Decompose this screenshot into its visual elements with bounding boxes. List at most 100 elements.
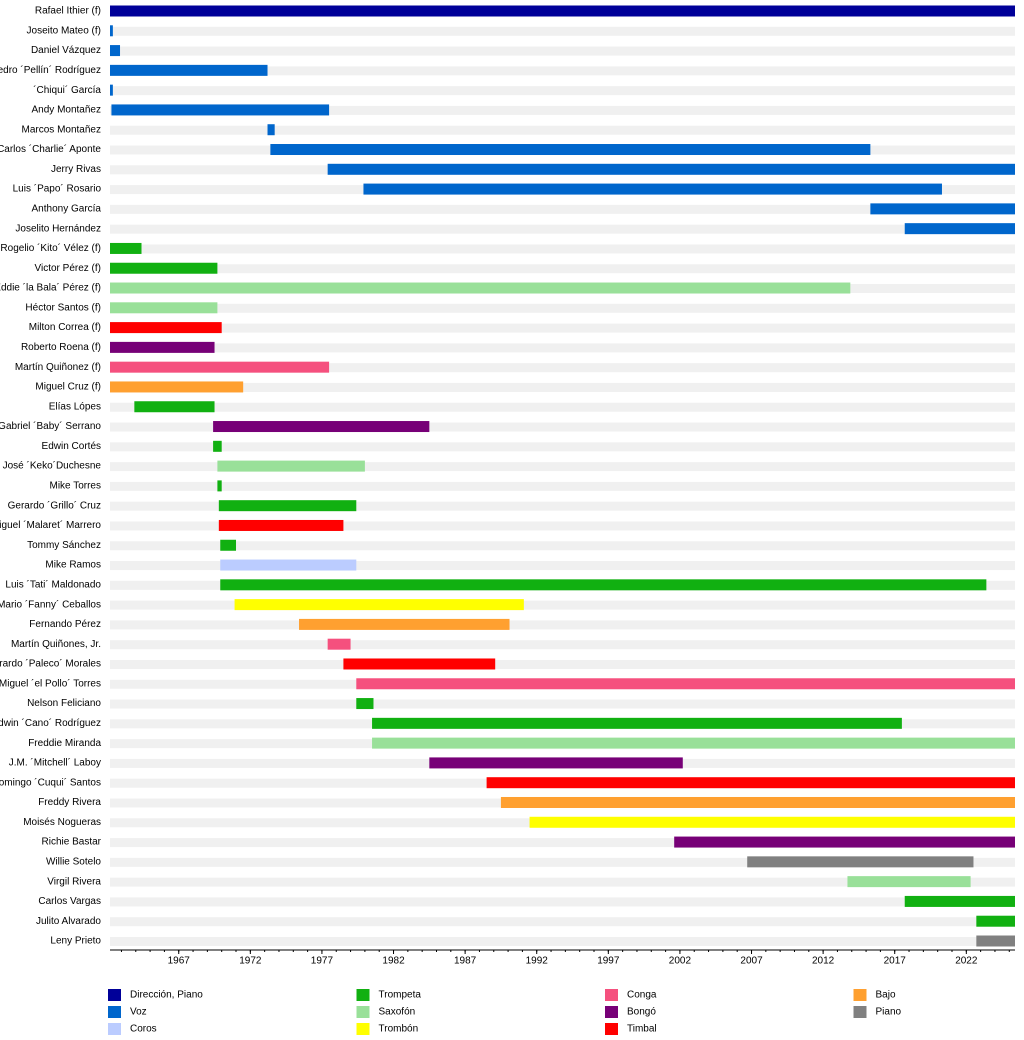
bar: [110, 341, 215, 353]
legend-label: Coros: [130, 1024, 157, 1035]
x-tick-label: 2022: [955, 956, 978, 967]
bar: [327, 163, 1016, 175]
bar: [218, 500, 357, 512]
bar: [270, 144, 871, 156]
legend-swatch: [605, 1023, 618, 1035]
bar: [870, 203, 1015, 215]
bar: [110, 262, 218, 274]
row-stripe: [110, 303, 1015, 313]
member-label: Elías Lópes: [49, 401, 101, 412]
row-stripe: [110, 125, 1015, 135]
bar: [356, 678, 1015, 690]
row-stripe: [110, 264, 1015, 274]
x-tick-label: 1967: [168, 956, 191, 967]
bar: [110, 84, 113, 96]
member-label: Gerardo ´Grillo´ Cruz: [8, 499, 101, 511]
bar: [674, 836, 1015, 848]
member-label: Héctor Santos (f): [25, 302, 101, 313]
member-label: J.M. ´Mitchell´ Laboy: [9, 757, 101, 769]
x-tick-label: 1992: [526, 956, 549, 967]
member-label: Martín Quiñonez (f): [15, 362, 101, 373]
member-label: Rogelio ´Kito´ Vélez (f): [0, 242, 101, 254]
legend-label: Voz: [130, 1007, 147, 1018]
row-stripe: [110, 699, 1015, 709]
member-label: Joseito Mateo (f): [27, 25, 101, 36]
bar: [110, 242, 142, 254]
member-label: Joselito Hernández: [15, 223, 101, 234]
legend-swatch: [108, 1006, 121, 1018]
member-label: Tommy Sánchez: [27, 540, 101, 551]
row-stripe: [110, 363, 1015, 373]
member-label: Fernando Pérez: [29, 619, 101, 630]
member-label: Rafael Ithier (f): [35, 6, 101, 17]
bar: [904, 895, 1015, 907]
legend-label: Bongó: [627, 1007, 656, 1018]
member-label: Willie Sotelo: [46, 856, 101, 867]
bar: [500, 796, 1015, 808]
row-stripe: [110, 105, 1015, 115]
row-stripe: [110, 640, 1015, 650]
row-stripe: [110, 224, 1015, 234]
legend-label: Timbal: [627, 1024, 657, 1035]
row-stripe: [110, 343, 1015, 353]
bar: [372, 717, 902, 729]
bar: [356, 698, 374, 710]
member-label: Miguel ´Malaret´ Marrero: [0, 519, 101, 531]
member-label: Freddie Miranda: [28, 738, 101, 749]
row-stripe: [110, 462, 1015, 472]
bar: [110, 282, 851, 294]
x-tick-label: 2012: [812, 956, 835, 967]
legend-swatch: [356, 989, 370, 1001]
bar: [110, 45, 121, 57]
bar: [299, 618, 510, 630]
member-label: ´Chiqui´ García: [33, 84, 101, 96]
row-stripe: [110, 26, 1015, 36]
legend-label: Piano: [876, 1007, 902, 1018]
member-label: Martín Quiñones, Jr.: [11, 639, 101, 650]
bar: [904, 223, 1015, 235]
legend-swatch: [853, 989, 867, 1001]
bar: [110, 322, 222, 334]
x-tick-label: 2002: [669, 956, 692, 967]
row-stripe: [110, 937, 1015, 946]
row-stripe: [110, 541, 1015, 551]
bar: [847, 876, 971, 888]
member-label: Virgil Rivera: [47, 876, 101, 887]
legend-label: Conga: [627, 990, 657, 1001]
member-label: Edwin ´Cano´ Rodríguez: [0, 717, 101, 729]
x-tick-label: 1977: [311, 956, 334, 967]
member-label: Gerardo ´Paleco´ Morales: [0, 658, 101, 670]
bar: [529, 816, 1015, 828]
row-stripe: [110, 66, 1015, 76]
member-label: Marcos Montañez: [22, 124, 101, 135]
x-tick-label: 1982: [382, 956, 405, 967]
legend-swatch: [605, 989, 618, 1001]
bar: [110, 25, 113, 37]
row-stripe: [110, 422, 1015, 432]
row-stripe: [110, 857, 1015, 867]
bar: [218, 519, 344, 531]
legend-swatch: [356, 1006, 370, 1018]
bar: [363, 183, 942, 195]
legend-label: Saxofón: [379, 1007, 416, 1018]
row-stripe: [110, 897, 1015, 907]
row-stripe: [110, 442, 1015, 452]
bar: [429, 757, 683, 769]
row-stripe: [110, 402, 1015, 412]
member-label: Mike Torres: [50, 481, 102, 492]
x-tick-label: 1987: [454, 956, 477, 967]
bar: [110, 302, 218, 314]
member-label: Luis ´Tati´ Maldonado: [5, 578, 101, 590]
legend-swatch: [853, 1006, 867, 1018]
legend-swatch: [605, 1006, 618, 1018]
row-stripe: [110, 204, 1015, 214]
bar: [220, 579, 987, 591]
member-label: Pedro ´Pellín´ Rodríguez: [0, 64, 101, 76]
member-label: Miguel ´el Pollo´ Torres: [0, 677, 101, 689]
row-stripe: [110, 244, 1015, 254]
bar: [234, 599, 524, 611]
bar: [327, 638, 351, 650]
member-label: Gabriel ´Baby´ Serrano: [0, 420, 101, 432]
bar: [213, 440, 222, 452]
bar: [343, 658, 496, 670]
